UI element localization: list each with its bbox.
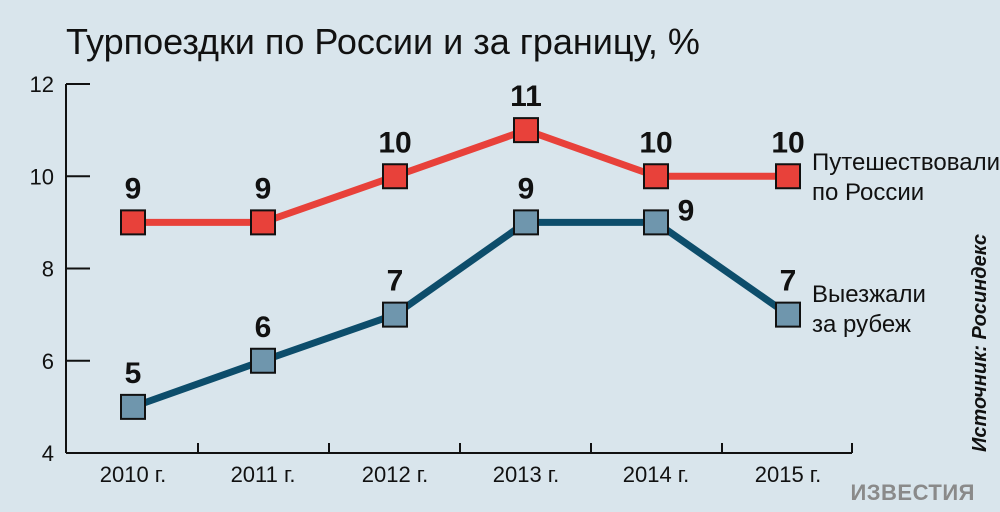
legend-label: за рубеж (812, 311, 911, 338)
series-abroad-data-label: 5 (125, 357, 142, 390)
series-abroad-data-label: 9 (518, 172, 535, 205)
series-abroad-marker (643, 209, 669, 236)
chart-title: Турпоездки по России и за границу, % (66, 21, 700, 62)
series-russia-marker (250, 209, 276, 236)
legend: Путешествовали по России Выезжали за рубеж (812, 149, 1000, 338)
series-russia-marker (775, 163, 801, 190)
series-abroad-data-label: 7 (780, 265, 797, 298)
series-abroad-marker (120, 393, 146, 420)
series-russia-data-label: 10 (639, 126, 672, 159)
series-abroad-data-label: 9 (678, 194, 695, 227)
x-tick-label: 2015 г. (755, 462, 822, 487)
x-tick-label: 2013 г. (493, 462, 560, 487)
series-russia-marker (120, 209, 146, 236)
izvestia-logo: ИЗВЕСТИЯ (850, 480, 975, 505)
series-abroad-marker (775, 301, 801, 328)
series-russia-data-label: 10 (771, 126, 804, 159)
series-abroad-marker (513, 209, 539, 236)
series-abroad: 5 6 7 9 9 7 (120, 172, 801, 420)
x-tick-label: 2010 г. (100, 462, 167, 487)
series-russia-data-label: 9 (255, 172, 272, 205)
source-note: Источник: Росиндекс (969, 234, 991, 452)
y-tick-label: 6 (42, 349, 54, 374)
y-tick-label: 8 (42, 257, 54, 282)
x-tick-label: 2012 г. (362, 462, 429, 487)
series-russia-marker (513, 117, 539, 144)
x-tick-label: 2011 г. (231, 462, 296, 487)
series-russia-marker (382, 163, 408, 190)
series-abroad-marker (250, 347, 276, 374)
series-abroad-data-label: 6 (255, 311, 272, 344)
series-russia-data-label: 11 (510, 80, 542, 113)
series-russia: 9 9 10 11 10 10 (120, 80, 805, 236)
axes: 4 6 8 10 12 2010 г. 2011 г. 2012 г. 2013 г. 2014 … (30, 72, 853, 487)
series-russia-line (133, 126, 788, 226)
x-tick-label: 2014 г. (623, 462, 690, 487)
y-tick-label: 10 (30, 164, 54, 189)
series-abroad-data-label: 7 (387, 265, 404, 298)
legend-label: Путешествовали (812, 149, 1000, 176)
series-layer: 9 9 10 11 10 10 5 6 7 9 9 7 (120, 80, 805, 420)
legend-label: Выезжали (812, 281, 926, 308)
series-russia-marker (643, 163, 669, 190)
y-tick-label: 4 (42, 441, 54, 466)
series-russia-data-label: 10 (378, 126, 411, 159)
series-abroad-line (131, 218, 791, 411)
legend-label: по России (812, 179, 924, 206)
series-russia-data-label: 9 (125, 172, 142, 205)
series-abroad-marker (382, 301, 408, 328)
y-tick-label: 12 (30, 72, 54, 97)
